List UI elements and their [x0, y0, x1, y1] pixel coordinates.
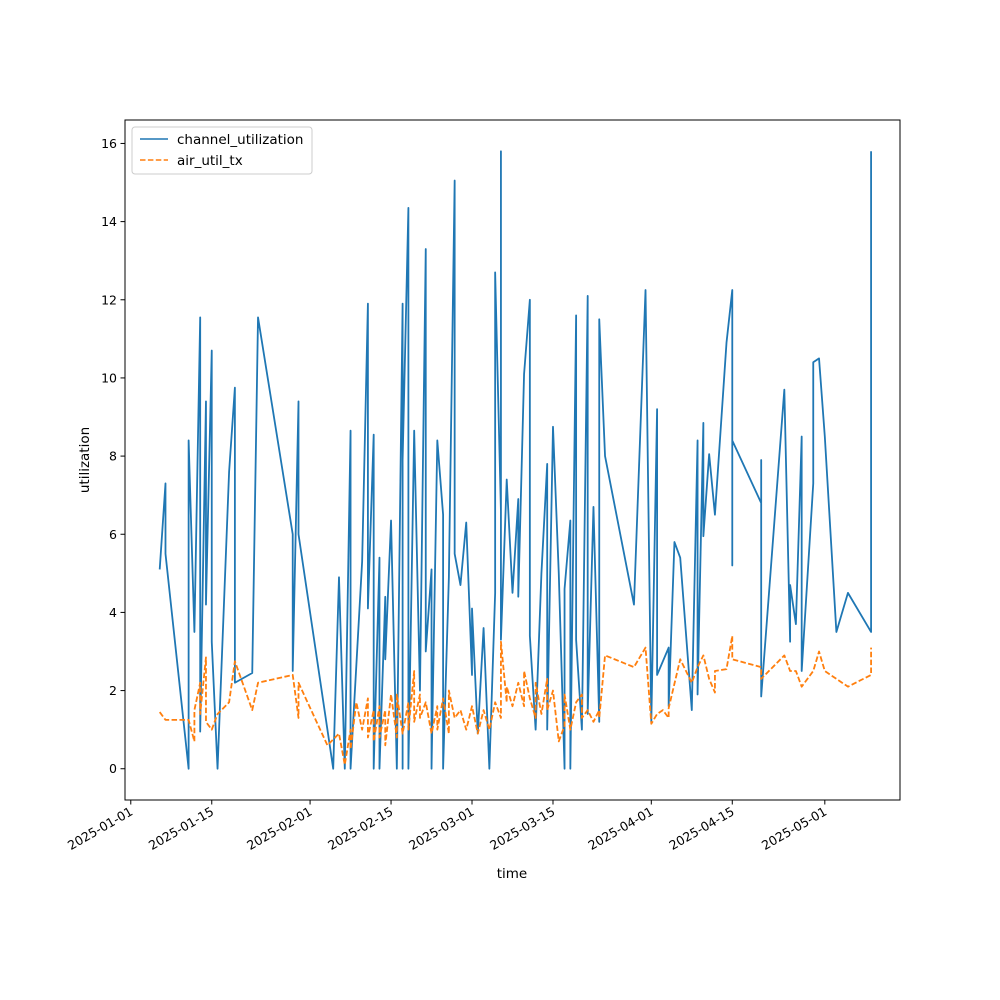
- y-tick-label: 0: [109, 761, 117, 776]
- y-axis: 0 2 4 6 8 10 12 14 16: [101, 136, 125, 776]
- legend: channel_utilization air_util_tx: [131, 126, 313, 175]
- y-tick-label: 10: [101, 370, 117, 385]
- y-tick-label: 6: [109, 527, 117, 542]
- y-tick-label: 12: [101, 292, 117, 307]
- axes-spines: [124, 119, 901, 801]
- legend-frame: [131, 126, 313, 175]
- legend-label-channel-utilization: channel_utilization: [177, 132, 304, 148]
- y-tick-label: 16: [101, 136, 117, 151]
- series-line-channel-utilization: [158, 150, 872, 770]
- series-line-air-util-tx: [158, 634, 872, 766]
- series-layer: [158, 150, 872, 770]
- plot-frame: [125, 120, 900, 800]
- y-tick-label: 14: [101, 214, 117, 229]
- y-axis-label: utilization: [77, 427, 93, 493]
- legend-label-air-util-tx: air_util_tx: [177, 153, 243, 169]
- y-tick-label: 8: [109, 449, 117, 464]
- plot-area: [124, 119, 901, 801]
- x-axis-label: time: [497, 866, 528, 882]
- y-tick-label: 2: [109, 683, 117, 698]
- y-tick-label: 4: [109, 605, 117, 620]
